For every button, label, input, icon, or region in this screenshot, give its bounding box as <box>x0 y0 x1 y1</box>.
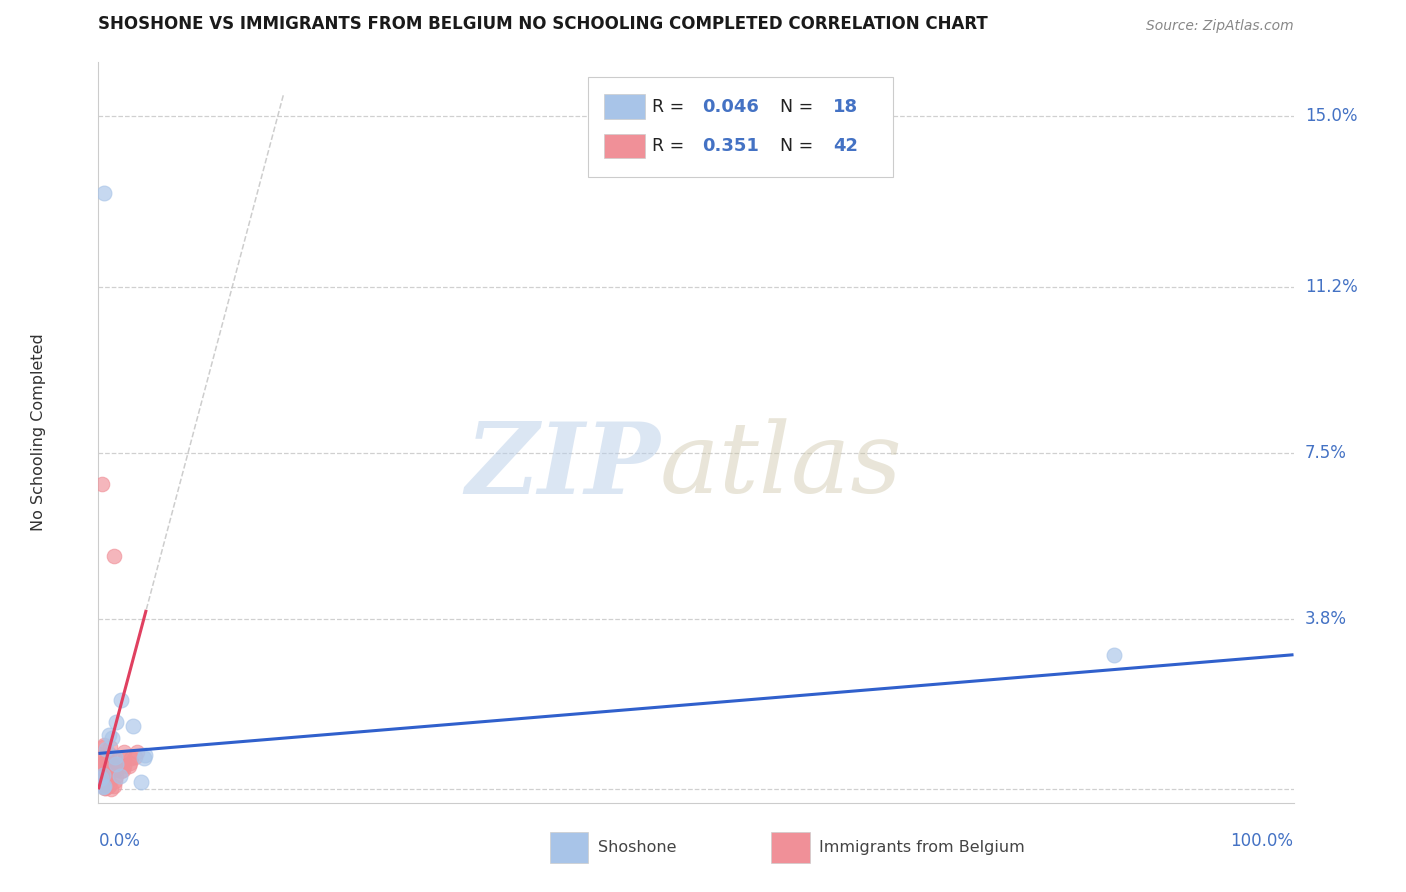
Point <box>98 740 121 755</box>
Point <box>93 779 115 793</box>
Point <box>93 186 115 200</box>
Point <box>108 769 131 783</box>
Point <box>93 756 115 771</box>
Point <box>94 780 117 795</box>
Text: R =: R = <box>652 98 689 116</box>
Point <box>90 765 112 780</box>
Point <box>104 768 127 782</box>
Point <box>93 778 115 792</box>
Point <box>90 762 112 776</box>
Point <box>127 745 149 759</box>
Text: 100.0%: 100.0% <box>1230 832 1294 850</box>
Text: R =: R = <box>652 137 689 155</box>
Point <box>103 549 125 563</box>
Point <box>122 719 145 733</box>
Text: 18: 18 <box>834 98 859 116</box>
FancyBboxPatch shape <box>772 831 810 863</box>
Point <box>104 757 127 772</box>
Point <box>91 768 114 782</box>
Text: 0.046: 0.046 <box>702 98 759 116</box>
Point <box>93 738 115 752</box>
Text: 0.0%: 0.0% <box>98 832 141 850</box>
Point <box>104 761 127 775</box>
Point <box>97 779 120 793</box>
Point <box>94 754 117 768</box>
Point <box>104 750 127 764</box>
Point <box>94 758 117 772</box>
Point <box>100 756 122 770</box>
Text: No Schooling Completed: No Schooling Completed <box>31 334 46 532</box>
Point <box>91 749 114 764</box>
Text: 15.0%: 15.0% <box>1305 107 1357 125</box>
Point <box>94 773 117 788</box>
Point <box>134 747 156 762</box>
Point <box>91 477 114 491</box>
FancyBboxPatch shape <box>605 95 644 120</box>
Text: atlas: atlas <box>661 418 903 514</box>
Point <box>89 747 111 761</box>
Point <box>110 692 132 706</box>
Point <box>101 731 124 746</box>
Point <box>97 747 120 761</box>
Text: 7.5%: 7.5% <box>1305 444 1347 462</box>
Point <box>93 762 115 776</box>
Point <box>94 780 117 795</box>
Point <box>112 763 135 777</box>
Point <box>94 742 117 756</box>
Point <box>93 780 115 794</box>
Point <box>110 764 132 779</box>
Point <box>100 756 122 770</box>
Text: 42: 42 <box>834 137 859 155</box>
Text: N =: N = <box>769 98 818 116</box>
Point <box>112 746 135 760</box>
FancyBboxPatch shape <box>550 831 589 863</box>
Point <box>97 728 120 742</box>
Point <box>103 779 125 793</box>
Point <box>97 772 120 787</box>
FancyBboxPatch shape <box>605 134 644 159</box>
Point <box>101 759 124 773</box>
Point <box>100 781 122 796</box>
Point <box>120 750 142 764</box>
Text: 0.351: 0.351 <box>702 137 759 155</box>
Text: Source: ZipAtlas.com: Source: ZipAtlas.com <box>1146 19 1294 33</box>
Point <box>118 759 141 773</box>
Point <box>90 771 112 785</box>
Point <box>105 763 128 777</box>
Text: SHOSHONE VS IMMIGRANTS FROM BELGIUM NO SCHOOLING COMPLETED CORRELATION CHART: SHOSHONE VS IMMIGRANTS FROM BELGIUM NO S… <box>98 15 988 33</box>
Text: Immigrants from Belgium: Immigrants from Belgium <box>820 839 1025 855</box>
Text: ZIP: ZIP <box>465 417 661 514</box>
Point <box>104 750 127 764</box>
Point <box>1104 648 1126 662</box>
Point <box>104 715 127 730</box>
Text: Shoshone: Shoshone <box>598 839 676 855</box>
Point <box>118 756 141 770</box>
Point <box>104 774 127 789</box>
Point <box>114 758 136 772</box>
Point <box>114 753 136 767</box>
Point <box>129 775 152 789</box>
Text: 11.2%: 11.2% <box>1305 277 1357 296</box>
Text: 3.8%: 3.8% <box>1305 610 1347 628</box>
Point <box>98 756 121 770</box>
Text: N =: N = <box>769 137 818 155</box>
Point <box>91 739 114 754</box>
Point <box>132 751 155 765</box>
Point <box>96 775 118 789</box>
FancyBboxPatch shape <box>589 78 893 178</box>
Point <box>124 750 146 764</box>
